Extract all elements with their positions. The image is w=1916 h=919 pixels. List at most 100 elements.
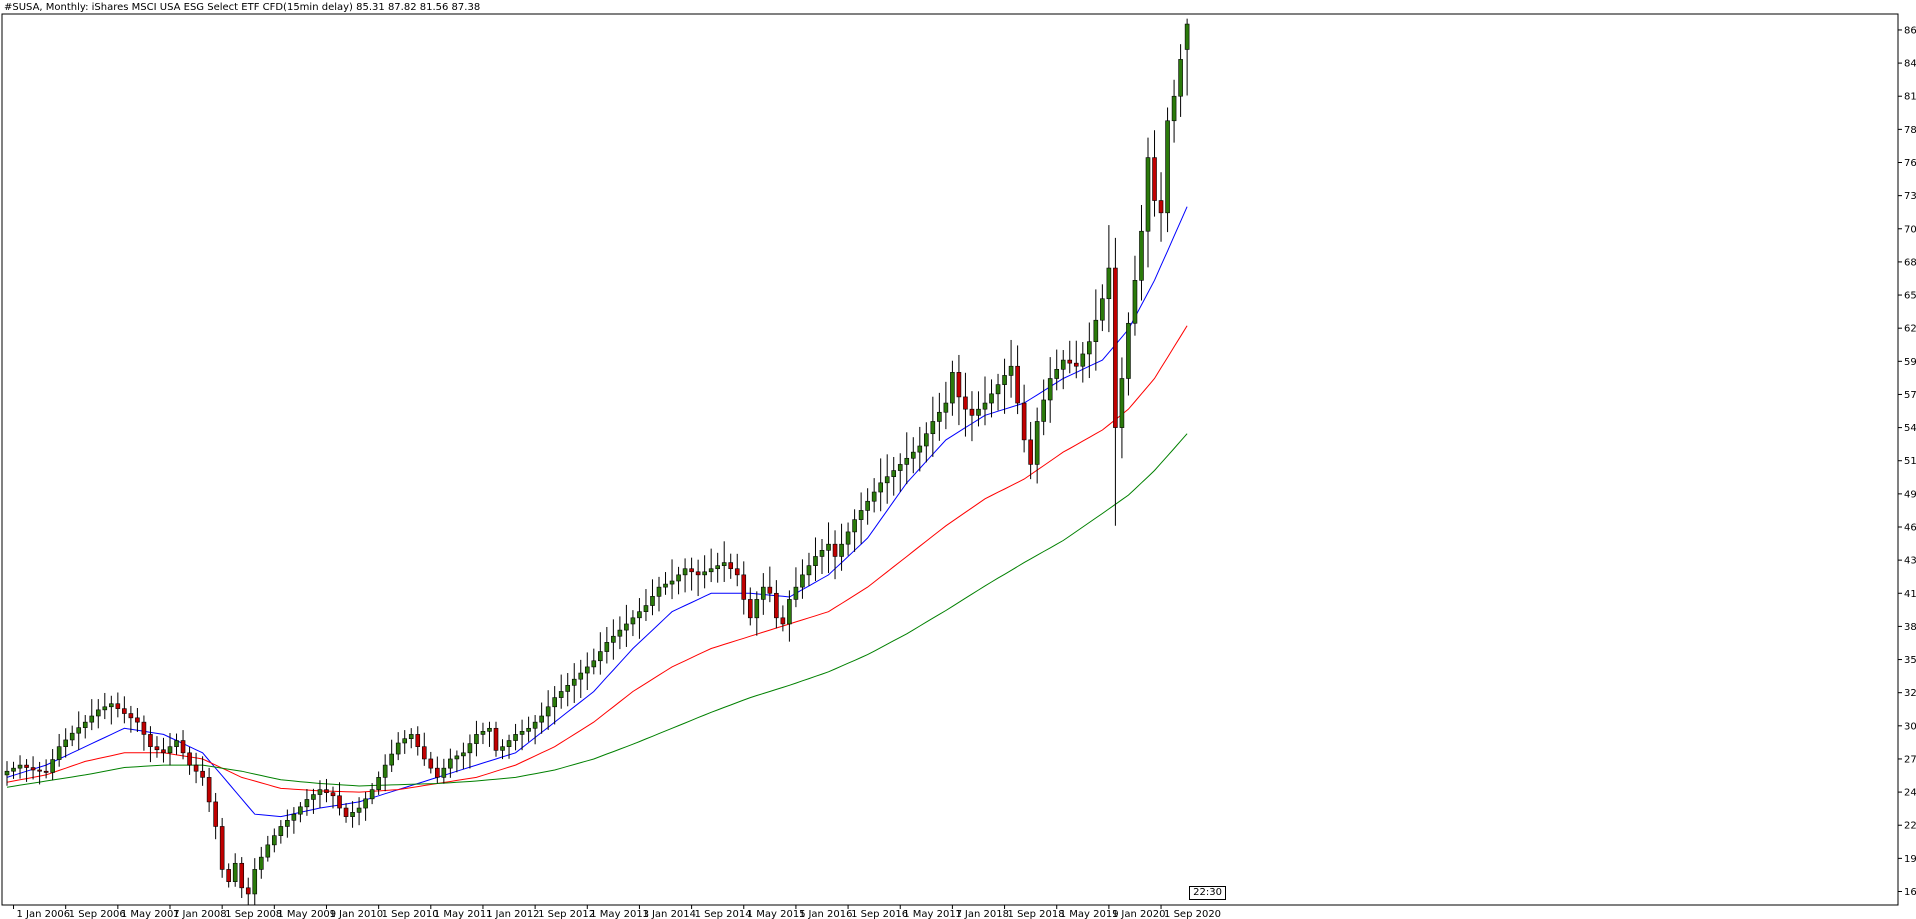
bullish-candle (252, 858, 258, 905)
bullish-candle (311, 788, 316, 814)
bullish-candle (82, 715, 88, 739)
candle-body (135, 717, 140, 723)
candle-body (350, 812, 355, 817)
candle-body (1008, 365, 1014, 376)
candle-body (761, 586, 766, 600)
bullish-candle (871, 478, 877, 513)
candle-body (382, 764, 388, 778)
bullish-candle (884, 454, 890, 504)
time-tick-label: 1 Sep 2012 (538, 909, 595, 919)
candle-body (232, 862, 238, 882)
bullish-candle (109, 695, 114, 725)
candle-body (734, 568, 740, 576)
candle-body (376, 777, 381, 790)
price-axis: 86.90 84.20 81.50 78.80 76.10 73.40 70.70 68.00… (1897, 14, 1916, 905)
bearish-candle (689, 557, 694, 591)
bullish-candle (558, 674, 564, 709)
candle-body (1034, 421, 1040, 465)
price-tick-label: 27.50 (1904, 754, 1916, 765)
candle-body (754, 599, 760, 619)
time-tick-label: 1 Jan 2018 (955, 909, 1009, 919)
candle-body (767, 586, 773, 594)
candle-body (871, 491, 877, 502)
candle-body (69, 732, 75, 741)
bullish-candle (643, 589, 649, 621)
candle-body (467, 743, 473, 754)
bearish-candle (226, 863, 231, 888)
candle-body (1047, 378, 1053, 401)
candle-body (1080, 353, 1086, 367)
candle-body (252, 869, 258, 895)
candle-body (513, 734, 518, 741)
price-tick-label: 65.30 (1904, 291, 1916, 302)
candle-body (187, 752, 192, 766)
bearish-candle (956, 354, 962, 426)
bearish-candle (43, 759, 49, 779)
bullish-candle (467, 734, 473, 769)
candle-body (402, 738, 408, 744)
candle-body (1028, 439, 1033, 465)
candle-body (1100, 298, 1105, 321)
candle-body (180, 740, 186, 754)
candle-body (558, 691, 564, 698)
candle-body (4, 770, 10, 776)
candle-body (1145, 157, 1151, 232)
bullish-candle (819, 538, 825, 575)
candle-body (1015, 365, 1020, 404)
candle-body (24, 764, 29, 768)
candle-body (519, 731, 525, 735)
bullish-candle (839, 523, 844, 571)
candle-body (356, 807, 362, 813)
candle-body (239, 862, 245, 889)
candle-body (343, 807, 349, 817)
bullish-candle (480, 722, 486, 745)
candle-body (11, 767, 16, 772)
bullish-candle (487, 721, 492, 747)
bullish-candle (1054, 349, 1060, 391)
candle-body (285, 820, 290, 827)
price-tick-label: 81.50 (1904, 92, 1916, 103)
bullish-candle (369, 783, 375, 805)
bearish-candle (1067, 340, 1073, 374)
bullish-candle (845, 522, 851, 556)
bearish-candle (148, 726, 153, 763)
bearish-candle (435, 756, 440, 784)
bearish-candle (30, 756, 36, 780)
bullish-candle (1087, 322, 1092, 379)
candle-body (545, 706, 551, 717)
bullish-candle (604, 626, 610, 664)
bullish-candle (1178, 44, 1183, 117)
bullish-candle (539, 702, 544, 734)
candle-body (369, 789, 375, 800)
chart-header: #SUSA, Monthly: iShares MSCI USA ESG Sel… (4, 2, 480, 13)
price-tick-label: 35.60 (1904, 655, 1916, 666)
candle-body (604, 642, 610, 652)
bullish-candle (1184, 18, 1190, 96)
candle-body (448, 758, 453, 769)
bullish-candle (578, 659, 584, 698)
candle-body (728, 562, 734, 570)
bullish-candle (1132, 255, 1138, 336)
bullish-candle (95, 699, 101, 729)
bullish-candle (995, 373, 1001, 411)
candle-body (109, 703, 114, 708)
candle-body (337, 795, 342, 809)
candle-body (389, 753, 394, 766)
bullish-candle (76, 711, 82, 750)
bullish-candle (591, 648, 597, 675)
candle-body (930, 421, 936, 435)
bullish-candle (865, 488, 870, 525)
bullish-candle (102, 692, 108, 720)
candle-body (995, 384, 1001, 395)
plot-frame (1, 13, 1899, 906)
candle-body (884, 476, 890, 484)
candle-body (1126, 322, 1131, 379)
candle-body (493, 727, 499, 751)
bullish-candle (630, 610, 636, 637)
bullish-candle (265, 835, 271, 862)
time-tick-label: 1 Sep 2014 (695, 909, 752, 919)
price-tick-label: 54.50 (1904, 423, 1916, 434)
bullish-candle (50, 749, 55, 781)
time-tick-label: 1 May 2015 (747, 909, 806, 919)
